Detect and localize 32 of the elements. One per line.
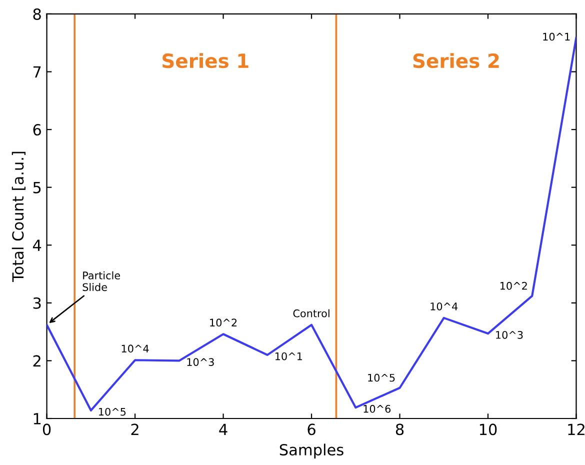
annotation: 10^1 xyxy=(543,32,570,41)
y-tick-label: 6 xyxy=(33,124,41,136)
y-tick-label: 1 xyxy=(34,413,41,424)
annotation: 10^3 xyxy=(187,358,214,366)
annotation: 10^5 xyxy=(368,374,395,382)
x-tick-label: 10 xyxy=(480,424,497,436)
annotation: Series 1 xyxy=(162,53,248,68)
annotation: Series 2 xyxy=(413,53,499,68)
annotation: Control xyxy=(293,309,330,318)
annotation: 10^4 xyxy=(122,344,149,353)
y-tick-label: 7 xyxy=(33,66,41,78)
x-tick-label: 12 xyxy=(568,424,584,435)
y-tick-label: 5 xyxy=(33,182,41,194)
y-tick-label: 4 xyxy=(32,240,42,251)
annotation: 10^6 xyxy=(364,404,391,413)
annotation: 10^4 xyxy=(430,302,458,310)
x-tick-label: 8 xyxy=(396,424,404,436)
annotation: Particle Slide xyxy=(82,271,120,292)
y-axis-title: Total Count [a.u.] xyxy=(12,152,26,282)
x-tick-label: 2 xyxy=(131,424,138,435)
annotation: 10^3 xyxy=(496,330,523,339)
y-tick-label: 3 xyxy=(33,297,41,309)
y-tick-label: 8 xyxy=(33,8,41,20)
annotation: 10^5 xyxy=(99,408,126,416)
y-tick-label: 2 xyxy=(33,355,40,367)
annotation: 10^2 xyxy=(500,282,527,290)
x-tick-label: 6 xyxy=(308,424,316,436)
x-tick-label: 0 xyxy=(42,424,51,436)
annotation: 10^1 xyxy=(275,352,302,360)
x-tick-label: 4 xyxy=(219,424,228,435)
x-axis-title: Samples xyxy=(280,444,344,458)
annotation: 10^2 xyxy=(210,318,237,327)
